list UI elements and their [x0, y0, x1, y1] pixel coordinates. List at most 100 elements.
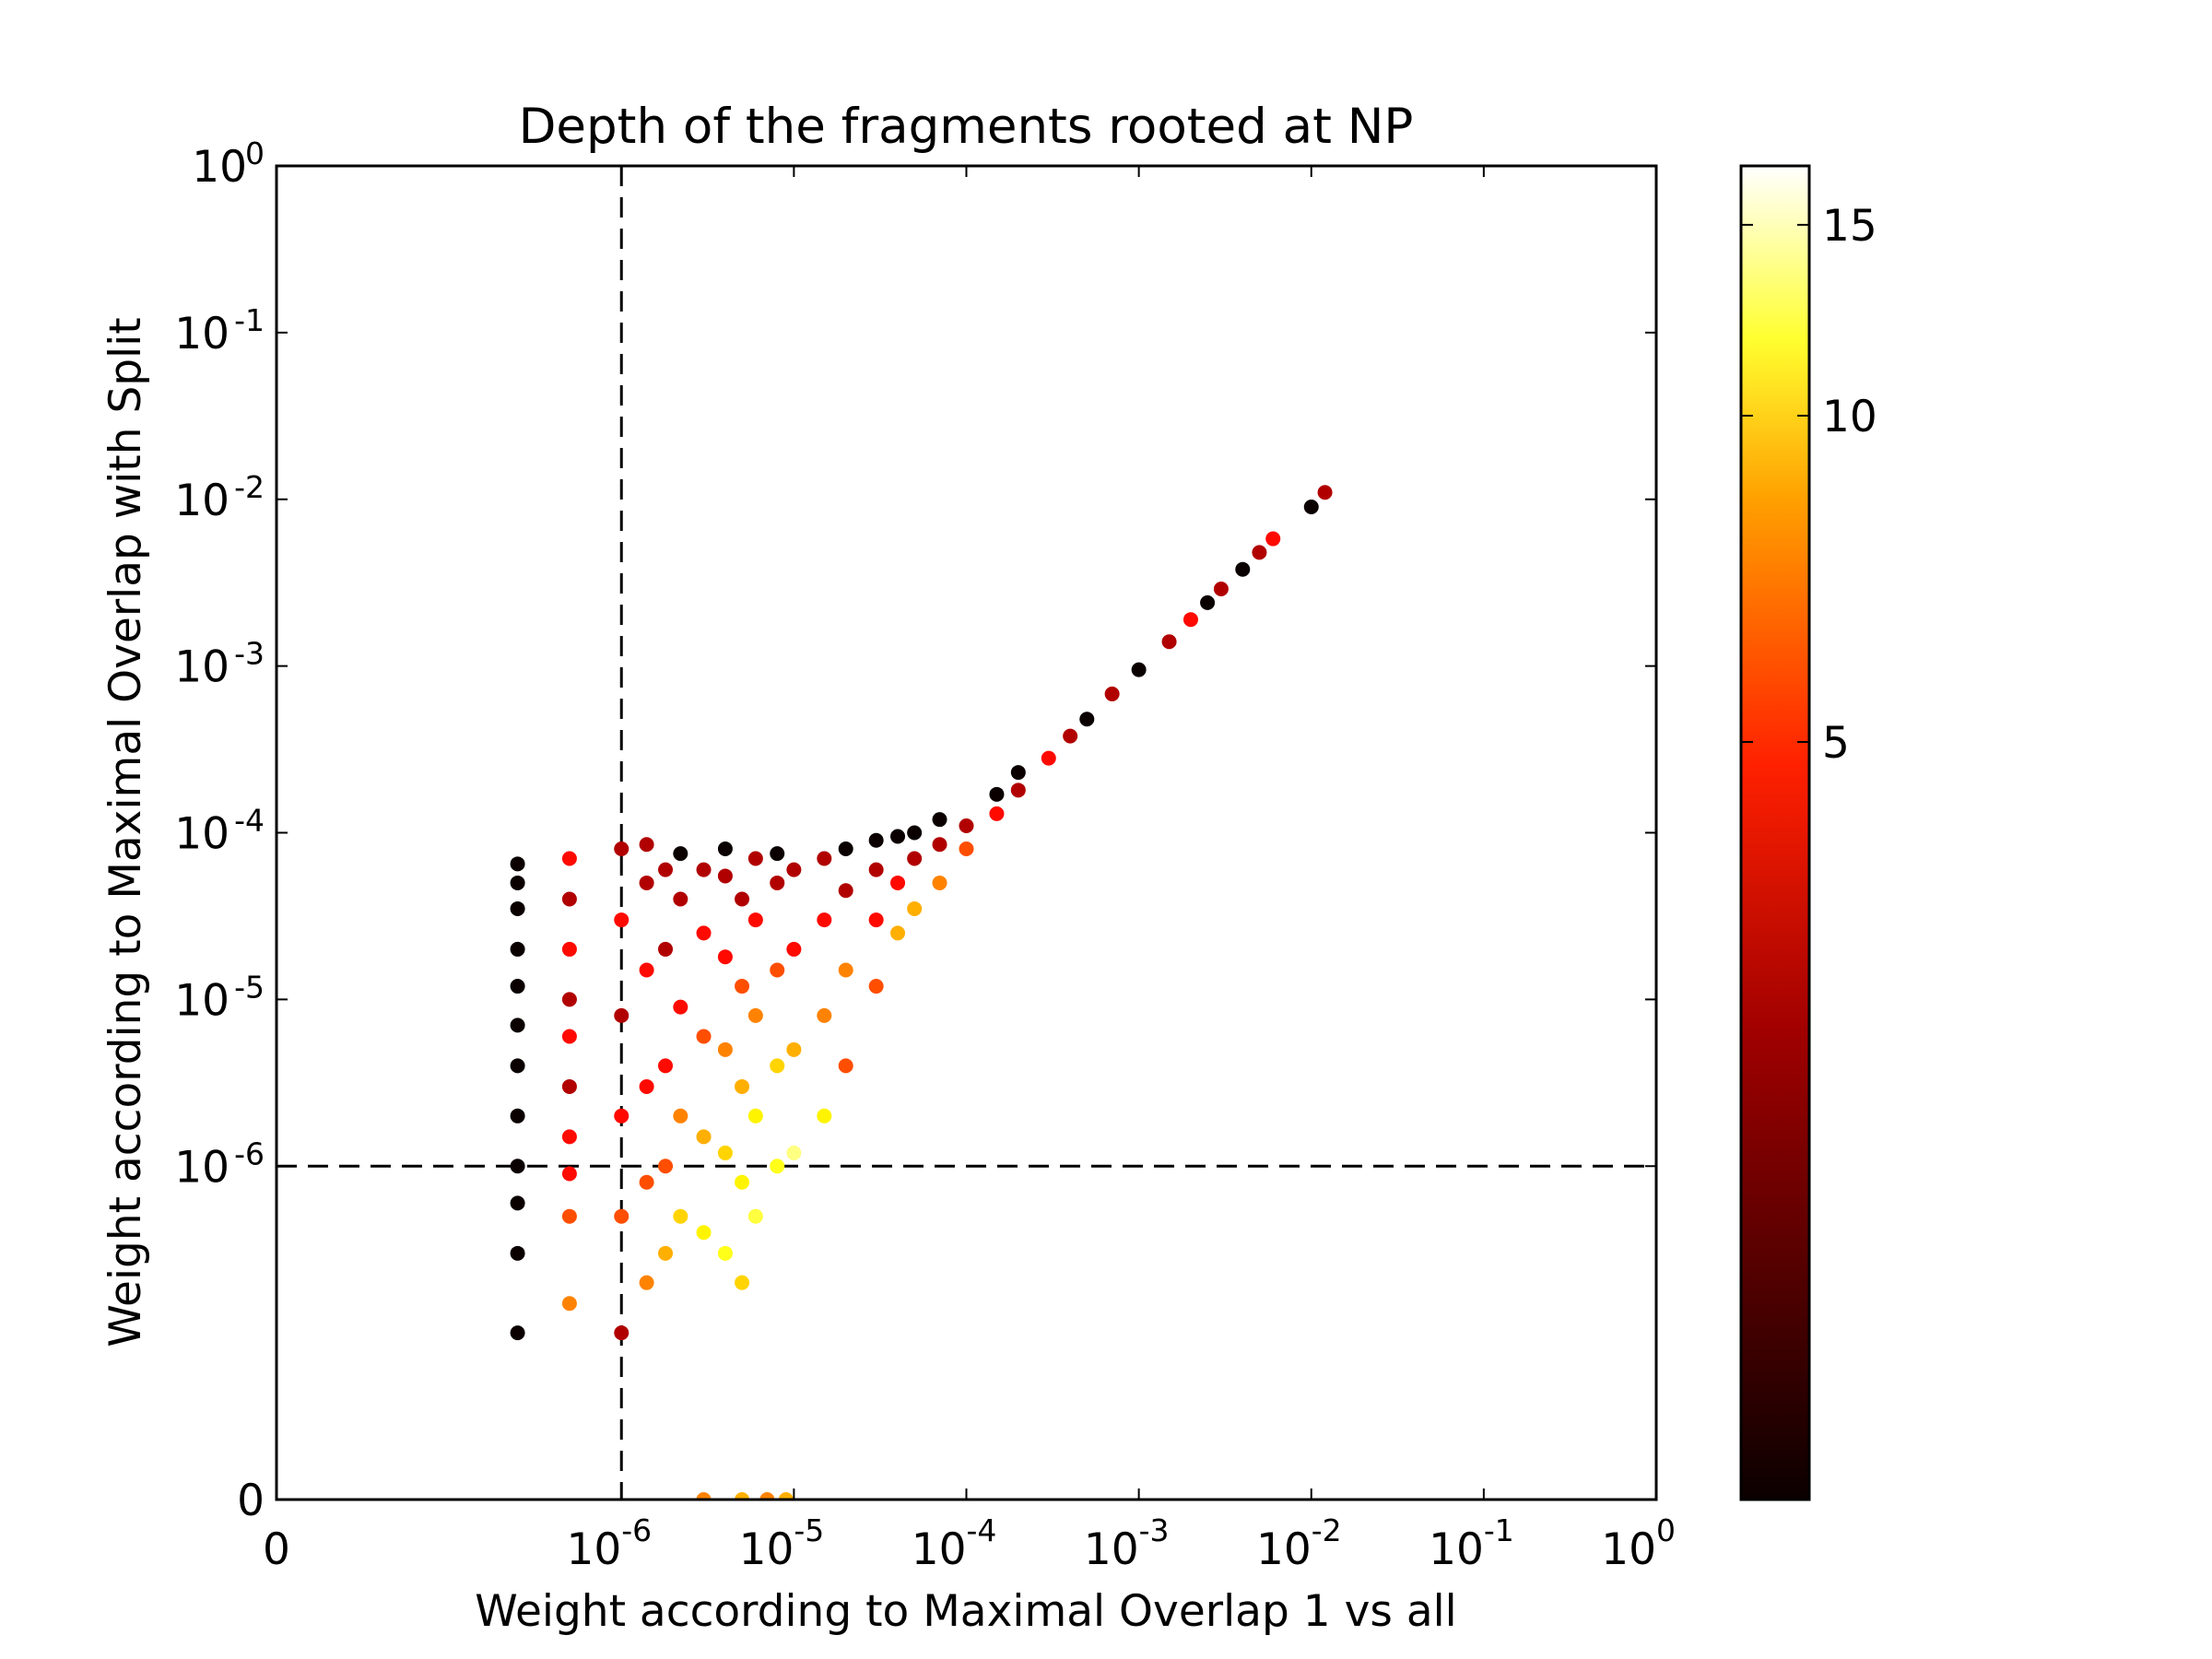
scatter-point [658, 1245, 674, 1261]
scatter-point [673, 891, 688, 907]
x-tick-label: 10 [1601, 1524, 1656, 1575]
scatter-point [639, 1275, 654, 1290]
data-points [510, 485, 1333, 1500]
scatter-point [614, 1208, 629, 1224]
scatter-point [639, 962, 654, 978]
scatter-point [696, 1029, 712, 1044]
scatter-point [959, 841, 974, 857]
scatter-point [747, 1108, 763, 1124]
scatter-point [1182, 612, 1198, 628]
scatter-point [838, 962, 853, 978]
scatter-point [561, 1166, 577, 1182]
scatter-point [510, 1245, 525, 1261]
x-tick-label: 0 [263, 1524, 290, 1575]
scatter-point [561, 1078, 577, 1094]
scatter-point [747, 1208, 763, 1224]
scatter-point [1161, 634, 1177, 650]
scatter-point [989, 806, 1005, 821]
scatter-point [735, 1174, 750, 1190]
scatter-point [817, 912, 832, 928]
scatter-point [838, 841, 853, 857]
chart-title: Depth of the fragments rooted at NP [519, 99, 1414, 155]
scatter-point [932, 812, 947, 828]
scatter-point [510, 1018, 525, 1033]
scatter-point [817, 851, 832, 866]
scatter-point [770, 1159, 785, 1174]
scatter-point [639, 837, 654, 853]
scatter-point [1200, 594, 1216, 610]
y-tick-exponent: -3 [234, 636, 265, 672]
scatter-point [778, 1492, 794, 1500]
scatter-point [1010, 765, 1026, 781]
x-tick-label: 10 [1429, 1524, 1484, 1575]
scatter-point [890, 875, 906, 890]
scatter-point [561, 941, 577, 957]
scatter-point [717, 1145, 733, 1160]
scatter-point [770, 1058, 785, 1074]
scatter-point [561, 1296, 577, 1312]
scatter-point [696, 1129, 712, 1145]
scatter-point [717, 841, 733, 857]
scatter-point [673, 1108, 688, 1124]
x-axis-label: Weight according to Maximal Overlap 1 vs… [475, 1586, 1457, 1637]
colorbar-ticks: 5 10 15 [1741, 201, 1877, 769]
scatter-point [1041, 750, 1056, 766]
scatter-point [1252, 545, 1267, 560]
scatter-point [907, 851, 923, 866]
scatter-point [735, 1078, 750, 1094]
y-tick-label: 10 [174, 642, 229, 693]
colorbar-tick-label: 5 [1822, 718, 1850, 769]
scatter-point [673, 1208, 688, 1224]
scatter-point [673, 846, 688, 862]
scatter-point [786, 941, 802, 957]
scatter-point [658, 1058, 674, 1074]
scatter-point [868, 979, 884, 994]
x-tick-label: 10 [912, 1524, 967, 1575]
scatter-point [735, 979, 750, 994]
scatter-point [747, 912, 763, 928]
y-tick-label: 0 [237, 1476, 265, 1526]
scatter-point [614, 1325, 629, 1341]
scatter-point [868, 862, 884, 877]
x-tick-label: 10 [1084, 1524, 1139, 1575]
scatter-point [1104, 686, 1120, 701]
x-tick-exponent: 0 [1656, 1512, 1676, 1548]
x-axis-ticks: 0 10 -6 10 -5 10 -4 10 -3 10 -2 10 -1 10 0 [263, 166, 1676, 1575]
scatter-point [717, 868, 733, 884]
scatter-point [770, 846, 785, 862]
scatter-point [817, 1108, 832, 1124]
scatter-point [717, 1245, 733, 1261]
scatter-point [639, 1078, 654, 1094]
scatter-point [561, 1208, 577, 1224]
scatter-point [658, 941, 674, 957]
scatter-point [510, 1159, 525, 1174]
reference-lines [276, 166, 1656, 1500]
scatter-point [770, 875, 785, 890]
scatter-point [717, 1041, 733, 1057]
x-tick-label: 10 [1256, 1524, 1312, 1575]
x-tick-label: 10 [739, 1524, 794, 1575]
y-tick-label: 10 [174, 975, 229, 1026]
y-tick-exponent: -2 [234, 469, 265, 505]
scatter-point [1303, 500, 1319, 515]
scatter-point [932, 837, 947, 853]
scatter-point [838, 1058, 853, 1074]
scatter-point [959, 818, 974, 834]
scatter-point [673, 999, 688, 1015]
y-tick-exponent: 0 [245, 135, 265, 171]
scatter-point [932, 875, 947, 890]
scatter-point [890, 925, 906, 941]
scatter-point [989, 786, 1005, 802]
scatter-point [735, 1492, 750, 1500]
scatter-point [696, 1492, 712, 1500]
scatter-point [510, 1195, 525, 1211]
x-tick-exponent: -1 [1484, 1512, 1514, 1548]
colorbar-tick-label: 10 [1822, 392, 1877, 442]
scatter-point [696, 925, 712, 941]
scatter-point [561, 1029, 577, 1044]
x-tick-exponent: -2 [1312, 1512, 1342, 1548]
scatter-point [868, 832, 884, 848]
scatter-point [817, 1007, 832, 1023]
x-tick-exponent: -3 [1139, 1512, 1170, 1548]
